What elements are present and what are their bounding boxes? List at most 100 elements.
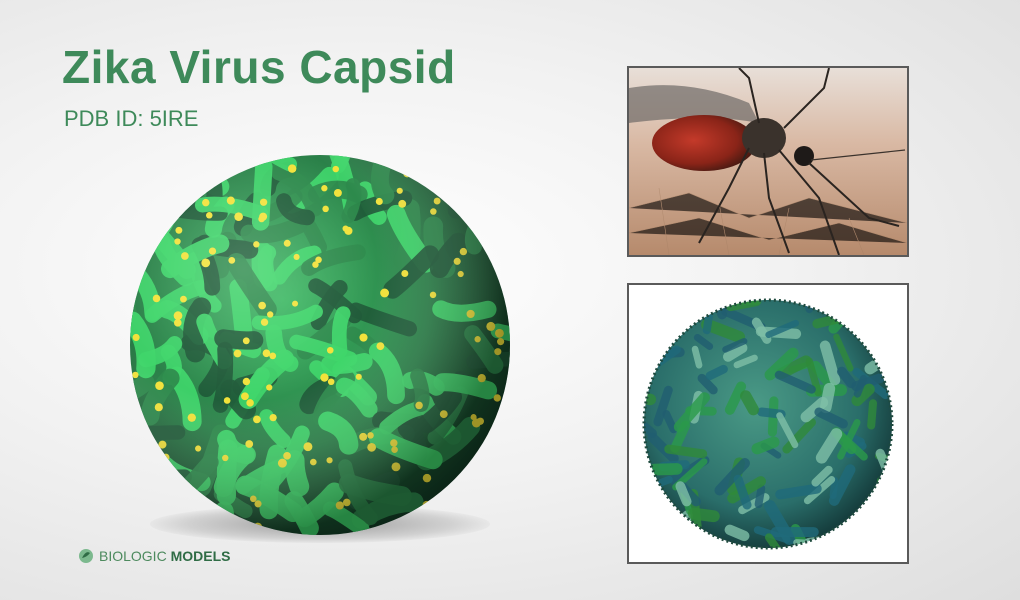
model-protein-strand [727, 476, 766, 504]
model-protein-strand [819, 340, 841, 386]
brand-name: BIOLOGIC MODELS [99, 548, 230, 564]
model-protein-strand [649, 329, 666, 352]
capsid-yellow-marker [203, 170, 210, 177]
model-protein-strand [644, 418, 657, 438]
capsid-protein-strand [187, 164, 230, 197]
capsid-protein-strand [134, 479, 198, 511]
capsid-protein-strand [188, 155, 239, 170]
mosquito-head [794, 146, 814, 166]
capsid-yellow-marker [492, 226, 501, 235]
capsid-yellow-marker [476, 157, 485, 165]
model-protein-strand [722, 342, 748, 362]
model-protein-strand [647, 432, 679, 464]
model-protein-strand [775, 355, 812, 380]
capsid-yellow-marker [153, 224, 162, 234]
model-protein-strand [675, 481, 692, 507]
capsid-yellow-marker [484, 521, 494, 530]
capsid-yellow-marker [198, 174, 207, 184]
capsid-yellow-marker [395, 161, 404, 171]
brand-logo: BIOLOGIC MODELS [78, 548, 230, 564]
model-protein-strand [828, 302, 858, 334]
capsid-protein-strand [130, 155, 145, 203]
model-protein-strand [662, 410, 678, 434]
model-protein-strand [776, 412, 799, 449]
page-title: Zika Virus Capsid [62, 41, 456, 93]
model-protein-strand [864, 348, 892, 375]
model-protein-strand [833, 333, 854, 372]
brand-bold: MODELS [170, 548, 231, 564]
model-protein-strand [705, 538, 739, 548]
capsid-protein-strand [130, 219, 150, 293]
model-protein-strand [691, 345, 703, 369]
capsid-yellow-marker [170, 514, 180, 523]
model-protein-strand [644, 541, 688, 548]
capsid-protein-strand [482, 431, 510, 466]
capsid-yellow-marker [136, 167, 144, 175]
model-protein-strand [648, 484, 660, 508]
capsid-protein-strand [467, 506, 510, 535]
mosquito-antenna [810, 149, 906, 161]
model-protein-strand [644, 389, 657, 406]
model-protein-strand [764, 347, 799, 381]
model-protein-strand [828, 464, 856, 506]
capsid-yellow-marker [132, 465, 139, 472]
model-protein-strand [724, 524, 750, 542]
capsid-protein-strand [437, 158, 508, 188]
capsid-protein-strand [148, 183, 182, 241]
model-protein-strand [705, 364, 728, 381]
capsid-protein-strand [487, 489, 510, 535]
capsid-yellow-marker [230, 520, 239, 529]
capsid-protein-strand [445, 155, 501, 194]
model-protein-strand [740, 390, 760, 416]
capsid-protein-strand [412, 503, 471, 535]
model-protein-strand [733, 354, 758, 369]
model-protein-strand [733, 474, 752, 510]
model-protein-strand [765, 319, 800, 339]
model-protein-strand [701, 318, 746, 343]
capsid-protein-strand [472, 431, 510, 484]
molecular-model-frame [627, 283, 909, 564]
model-protein-strand [652, 300, 676, 338]
model-protein-strand [764, 533, 786, 548]
model-protein-strand [782, 418, 816, 454]
model-protein-strand [836, 366, 857, 389]
model-protein-strand [851, 383, 875, 407]
model-protein-strand [861, 514, 877, 543]
model-protein-strand [814, 407, 848, 429]
model-protein-strand [867, 399, 877, 430]
mosquito-abdomen [652, 115, 756, 171]
model-protein-strand [858, 500, 892, 527]
model-protein-strand [660, 510, 693, 544]
model-protein-strand [693, 334, 714, 350]
model-protein-strand [673, 392, 710, 433]
capsid-protein-strand [462, 155, 496, 203]
pdb-id-subtitle: PDB ID: 5IRE [64, 106, 199, 131]
capsid-protein-strand [130, 467, 192, 485]
mosquito-wing [629, 85, 759, 123]
model-protein-strand [753, 526, 791, 544]
model-protein-strand [664, 444, 708, 459]
capsid-protein-strand [145, 494, 190, 518]
model-protein-strand [714, 458, 750, 496]
model-protein-strand [751, 436, 780, 455]
model-protein-strand [883, 300, 892, 314]
mosquito-legs [698, 68, 900, 255]
capsid-yellow-marker [424, 161, 433, 171]
model-protein-strand [775, 483, 822, 500]
capsid-render-svg [130, 155, 510, 535]
model-protein-strand [811, 465, 833, 487]
model-protein-strand [724, 381, 747, 415]
mosquito-photo-frame [627, 66, 909, 257]
capsid-yellow-marker [163, 163, 173, 173]
capsid-protein-strand [418, 519, 465, 535]
model-protein-strand [697, 373, 718, 395]
model-protein-strand [655, 539, 687, 548]
capsid-yellow-marker [179, 196, 187, 204]
model-protein-strand [754, 484, 766, 509]
model-protein-strand [800, 396, 829, 423]
model-protein-strand [815, 428, 843, 464]
capsid-yellow-marker [457, 515, 464, 522]
model-protein-strand [751, 317, 772, 344]
model-protein-strand [805, 357, 822, 397]
capsid-protein-strand [447, 159, 482, 219]
